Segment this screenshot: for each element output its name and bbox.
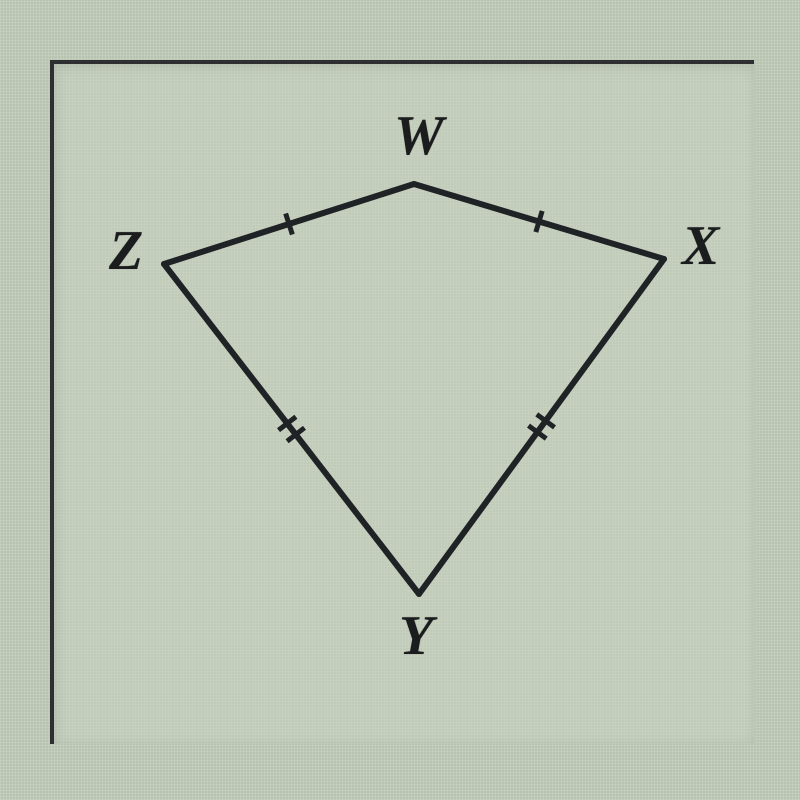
vertex-label-z: Z [109, 219, 143, 283]
vertex-label-w: W [394, 104, 444, 168]
vertex-label-x: X [682, 214, 719, 278]
geometry-figure: W X Y Z [50, 60, 754, 744]
vertex-label-y: Y [399, 604, 433, 668]
